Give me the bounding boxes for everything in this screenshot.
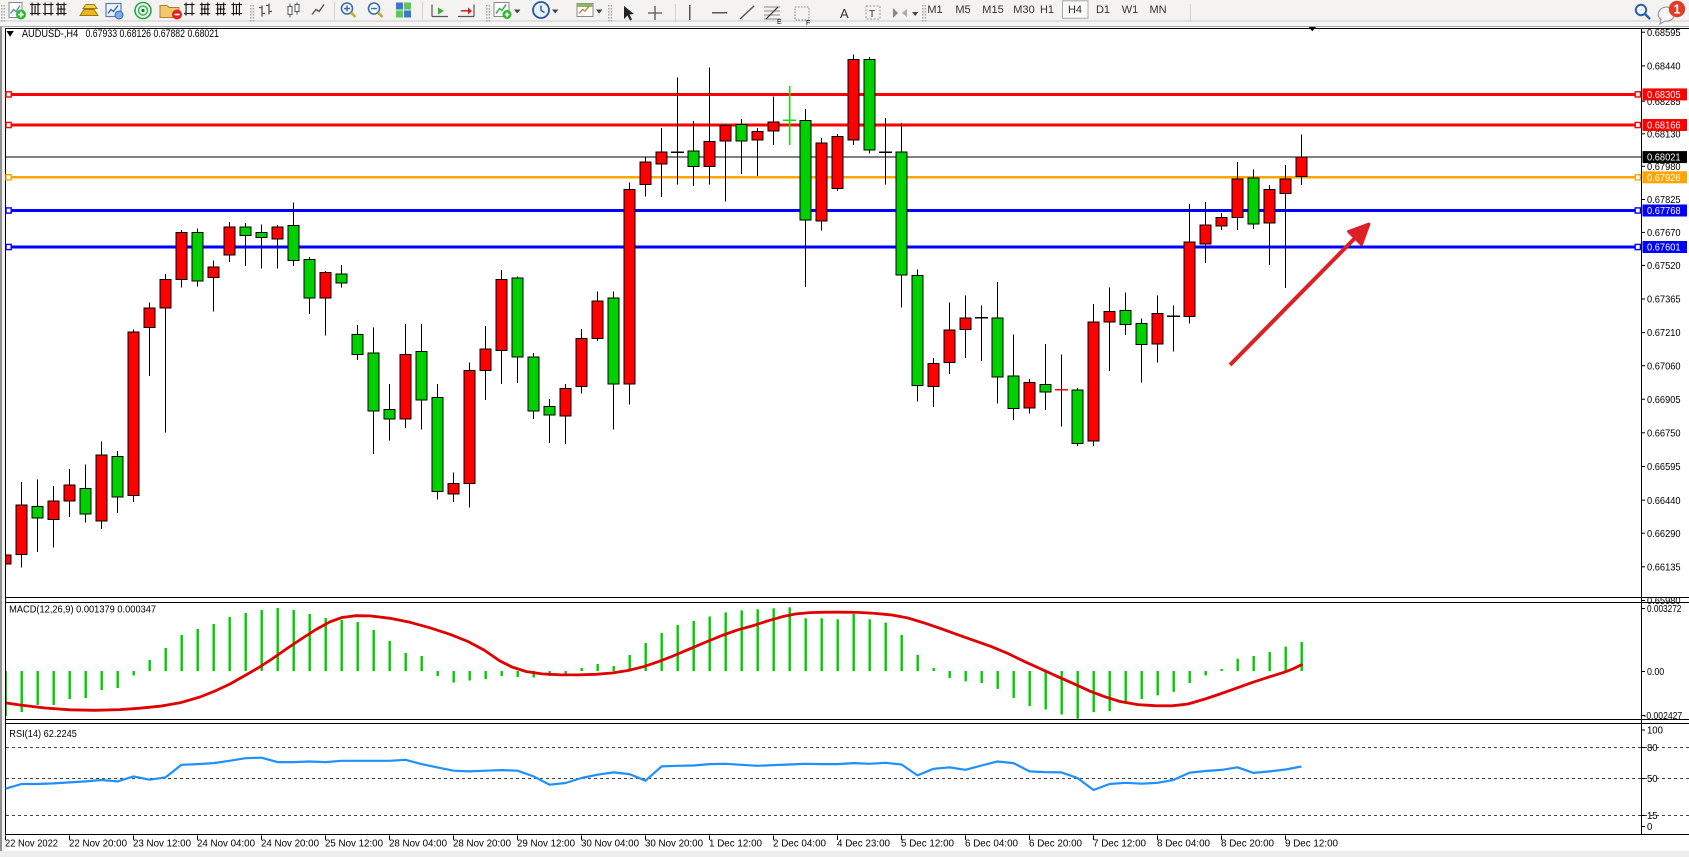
svg-text:MACD(12,26,9) 0.001379 0.00034: MACD(12,26,9) 0.001379 0.000347 [9, 605, 156, 616]
svg-text:30 Nov 20:00: 30 Nov 20:00 [645, 839, 703, 850]
svg-text:H4: H4 [1068, 4, 1082, 16]
svg-text:0.68166: 0.68166 [1647, 121, 1681, 132]
svg-text:9 Dec 12:00: 9 Dec 12:00 [1285, 839, 1338, 850]
svg-text:0.66135: 0.66135 [1647, 562, 1681, 573]
svg-text:1 Dec 12:00: 1 Dec 12:00 [709, 839, 762, 850]
svg-text:0.66440: 0.66440 [1647, 496, 1681, 507]
svg-text:D1: D1 [1096, 4, 1110, 16]
svg-text:0.67365: 0.67365 [1647, 295, 1681, 306]
svg-text:24 Nov 20:00: 24 Nov 20:00 [261, 839, 319, 850]
svg-text:22 Nov 20:00: 22 Nov 20:00 [69, 839, 127, 850]
svg-text:28 Nov 20:00: 28 Nov 20:00 [453, 839, 511, 850]
svg-text:7 Dec 12:00: 7 Dec 12:00 [1093, 839, 1146, 850]
svg-text:22 Nov 2022: 22 Nov 2022 [5, 839, 58, 850]
svg-text:0.65980: 0.65980 [1647, 596, 1681, 607]
svg-text:F: F [806, 20, 810, 27]
svg-text:0.67825: 0.67825 [1647, 195, 1681, 206]
svg-text:0.68130: 0.68130 [1647, 129, 1681, 140]
svg-text:T: T [869, 9, 875, 20]
svg-text:AUDUSD-,H4: AUDUSD-,H4 [22, 28, 78, 40]
svg-text:0.68021: 0.68021 [1647, 153, 1681, 164]
svg-text:0.66290: 0.66290 [1647, 529, 1681, 540]
svg-text:0.66595: 0.66595 [1647, 462, 1681, 473]
svg-text:0.67980: 0.67980 [1647, 162, 1681, 173]
svg-text:0.67060: 0.67060 [1647, 361, 1681, 372]
svg-text:0.67670: 0.67670 [1647, 228, 1681, 239]
svg-text:80: 80 [1647, 743, 1658, 754]
svg-text:8 Dec 04:00: 8 Dec 04:00 [1157, 839, 1210, 850]
svg-text:RSI(14) 62.2245: RSI(14) 62.2245 [9, 729, 77, 740]
svg-text:0.68595: 0.68595 [1647, 28, 1681, 39]
svg-text:50: 50 [1647, 774, 1658, 785]
svg-text:A: A [840, 6, 849, 21]
svg-text:24 Nov 04:00: 24 Nov 04:00 [197, 839, 255, 850]
svg-text:H1: H1 [1040, 4, 1054, 16]
svg-text:MN: MN [1149, 4, 1166, 16]
svg-text:5 Dec 12:00: 5 Dec 12:00 [901, 839, 954, 850]
svg-text:100: 100 [1647, 726, 1663, 737]
svg-text:0.003272: 0.003272 [1647, 604, 1682, 615]
svg-text:0.67520: 0.67520 [1647, 261, 1681, 272]
svg-text:6 Dec 20:00: 6 Dec 20:00 [1029, 839, 1082, 850]
svg-text:28 Nov 04:00: 28 Nov 04:00 [389, 839, 447, 850]
svg-text:M30: M30 [1013, 4, 1034, 16]
svg-text:M1: M1 [927, 4, 942, 16]
svg-text:-0.002427: -0.002427 [1644, 711, 1683, 722]
svg-text:25 Nov 12:00: 25 Nov 12:00 [325, 839, 383, 850]
svg-text:15: 15 [1647, 811, 1658, 822]
svg-text:0: 0 [1647, 822, 1653, 833]
svg-text:E: E [777, 19, 782, 26]
svg-text:0.66905: 0.66905 [1647, 395, 1681, 406]
svg-text:W1: W1 [1122, 4, 1139, 16]
svg-text:M5: M5 [955, 4, 970, 16]
svg-text:6 Dec 04:00: 6 Dec 04:00 [965, 839, 1018, 850]
svg-text:0.67926: 0.67926 [1647, 173, 1681, 184]
svg-text:0.68285: 0.68285 [1647, 97, 1681, 108]
svg-text:0.67210: 0.67210 [1647, 328, 1681, 339]
svg-text:8 Dec 20:00: 8 Dec 20:00 [1221, 839, 1274, 850]
svg-text:4 Dec 23:00: 4 Dec 23:00 [837, 839, 890, 850]
svg-text:0.67601: 0.67601 [1647, 243, 1681, 254]
svg-text:1: 1 [1674, 3, 1681, 17]
svg-text:0.68305: 0.68305 [1647, 90, 1681, 101]
svg-text:0.67933 0.68126 0.67882 0.6802: 0.67933 0.68126 0.67882 0.68021 [86, 28, 220, 40]
svg-text:30 Nov 04:00: 30 Nov 04:00 [581, 839, 639, 850]
svg-text:0.00: 0.00 [1647, 667, 1664, 678]
svg-text:M15: M15 [982, 4, 1003, 16]
svg-text:0.68440: 0.68440 [1647, 62, 1681, 73]
svg-text:0.67768: 0.67768 [1647, 206, 1681, 217]
svg-text:29 Nov 12:00: 29 Nov 12:00 [517, 839, 575, 850]
svg-text:0.66750: 0.66750 [1647, 428, 1681, 439]
svg-text:2 Dec 04:00: 2 Dec 04:00 [773, 839, 826, 850]
svg-text:23 Nov 12:00: 23 Nov 12:00 [133, 839, 191, 850]
